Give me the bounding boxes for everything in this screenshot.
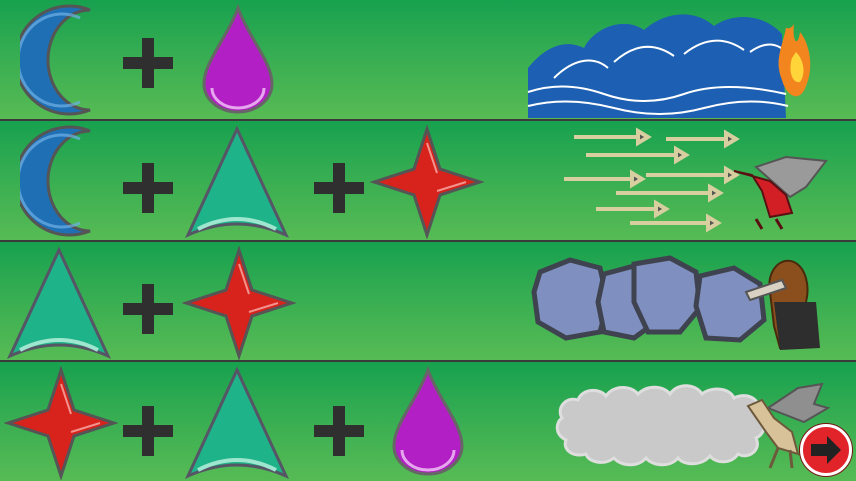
arch-icon xyxy=(184,125,290,239)
arch-icon xyxy=(184,366,290,480)
plus-icon xyxy=(314,163,364,213)
drop-icon xyxy=(392,366,464,476)
drop-icon xyxy=(202,4,274,114)
spell-row-1 xyxy=(0,0,856,119)
plus-icon xyxy=(314,406,364,456)
arch-icon xyxy=(6,246,112,360)
arrow-right-icon xyxy=(811,436,841,464)
star-icon xyxy=(182,246,296,360)
smoke-winged-creature-art xyxy=(555,382,831,469)
spell-row-4 xyxy=(0,360,856,481)
spell-row-3 xyxy=(0,240,856,360)
plus-icon xyxy=(123,406,173,456)
star-icon xyxy=(370,125,484,239)
moon-icon xyxy=(20,4,91,116)
plus-icon xyxy=(123,163,173,213)
spell-row-2 xyxy=(0,119,856,240)
tidal-wave-fire-art xyxy=(527,14,811,119)
star-icon xyxy=(4,366,118,480)
plus-icon xyxy=(123,284,173,334)
plus-icon xyxy=(123,38,173,88)
arrows-dragon-art xyxy=(564,127,828,233)
next-button[interactable] xyxy=(800,424,852,476)
boulders-troll-art xyxy=(531,255,820,350)
moon-icon xyxy=(20,125,91,237)
